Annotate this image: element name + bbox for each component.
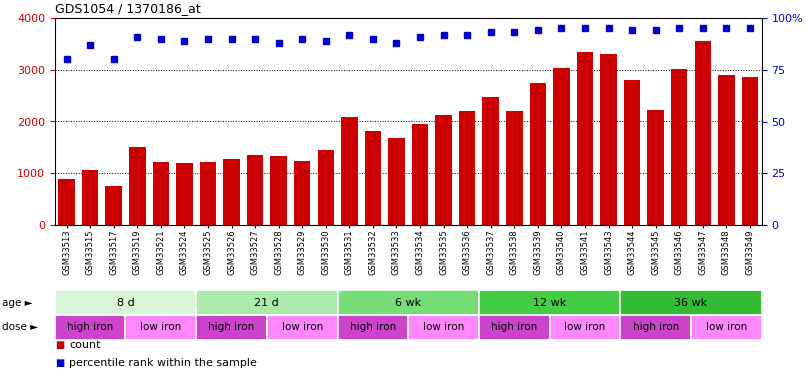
Bar [270,156,287,225]
Text: low iron: low iron [706,322,747,333]
Text: low iron: low iron [564,322,605,333]
Bar [621,315,691,340]
Bar [341,117,358,225]
Bar [388,138,405,225]
Bar [742,77,758,225]
Text: high iron: high iron [491,322,538,333]
Text: low iron: low iron [423,322,464,333]
Text: 12 wk: 12 wk [533,297,567,307]
Bar [294,161,310,225]
Text: 21 d: 21 d [255,297,279,307]
Bar [126,315,196,340]
Text: 8 d: 8 d [117,297,135,307]
Text: ■: ■ [55,358,64,368]
Bar [600,54,617,225]
Bar [621,290,762,315]
Bar [196,315,267,340]
Bar [267,315,338,340]
Bar [55,315,126,340]
Bar [196,290,338,315]
Bar [338,290,479,315]
Text: low iron: low iron [140,322,181,333]
Text: GDS1054 / 1370186_at: GDS1054 / 1370186_at [55,3,201,15]
Bar [82,170,98,225]
Bar [691,315,762,340]
Bar [483,97,499,225]
Bar [624,80,640,225]
Bar [55,290,196,315]
Bar [671,69,688,225]
Bar [412,124,428,225]
Bar [718,75,734,225]
Bar [695,41,711,225]
Text: 36 wk: 36 wk [675,297,708,307]
Bar [318,150,334,225]
Bar [479,315,550,340]
Text: dose ►: dose ► [2,322,38,333]
Bar [223,159,239,225]
Text: high iron: high iron [350,322,396,333]
Bar [408,315,479,340]
Bar [129,147,146,225]
Text: ■: ■ [55,340,64,350]
Bar [106,186,122,225]
Text: high iron: high iron [633,322,679,333]
Bar [479,290,621,315]
Text: low iron: low iron [281,322,323,333]
Bar [459,111,476,225]
Bar [338,315,408,340]
Bar [435,115,452,225]
Bar [177,163,193,225]
Bar [247,155,264,225]
Bar [530,83,546,225]
Bar [550,315,621,340]
Text: high iron: high iron [67,322,114,333]
Text: high iron: high iron [209,322,255,333]
Text: count: count [69,340,101,350]
Text: 6 wk: 6 wk [395,297,422,307]
Bar [364,131,381,225]
Bar [553,68,570,225]
Bar [200,162,216,225]
Bar [577,52,593,225]
Bar [647,110,664,225]
Bar [152,162,169,225]
Text: percentile rank within the sample: percentile rank within the sample [69,358,257,368]
Text: age ►: age ► [2,297,32,307]
Bar [58,180,75,225]
Bar [506,111,522,225]
